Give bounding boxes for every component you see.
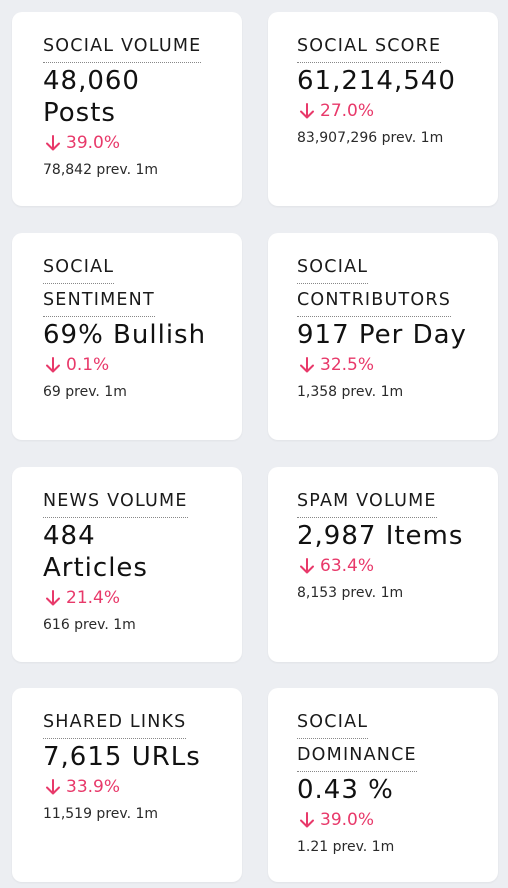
arrow-down-icon bbox=[46, 779, 60, 795]
metric-change-value: 39.0% bbox=[320, 810, 375, 830]
metric-value: 61,214,540 bbox=[297, 65, 488, 97]
metric-previous: 8,153 prev. 1m bbox=[297, 585, 404, 601]
metric-change-value: 63.4% bbox=[320, 556, 375, 576]
arrow-down-icon bbox=[300, 812, 314, 828]
metric-value-line: 7,615 URLs bbox=[43, 742, 201, 772]
metric-change: 21.4% bbox=[43, 585, 232, 611]
metric-change-value: 0.1% bbox=[66, 355, 110, 375]
metric-value-line: Articles bbox=[43, 553, 148, 583]
metric-title[interactable]: SOCIAL CONTRIBUTORS bbox=[297, 253, 488, 317]
metric-change: 33.9% bbox=[43, 774, 232, 800]
metric-value-line: 484 bbox=[43, 521, 96, 551]
metric-title-line: SENTIMENT bbox=[43, 286, 155, 317]
metric-title-line: SOCIAL VOLUME bbox=[43, 32, 202, 63]
metric-card-social-dominance[interactable]: SOCIAL DOMINANCE 0.43 % 39.0% 1.21 prev.… bbox=[268, 688, 498, 882]
metric-value-line: 917 Per Day bbox=[297, 320, 467, 350]
metric-card-spam-volume[interactable]: SPAM VOLUME 2,987 Items 63.4% 8,153 prev… bbox=[268, 467, 498, 662]
arrow-down-icon bbox=[46, 135, 60, 151]
metric-title[interactable]: SOCIAL DOMINANCE bbox=[297, 708, 488, 772]
metric-value: 69% Bullish bbox=[43, 319, 232, 351]
metric-value: 7,615 URLs bbox=[43, 741, 232, 773]
metric-change: 39.0% bbox=[297, 807, 488, 833]
metric-title-line: SOCIAL bbox=[297, 253, 369, 284]
metric-title-line: SPAM VOLUME bbox=[297, 487, 437, 518]
metric-value-line: 2,987 Items bbox=[297, 521, 464, 551]
metric-change: 39.0% bbox=[43, 130, 232, 156]
arrow-down-icon bbox=[300, 103, 314, 119]
metric-card-social-score[interactable]: SOCIAL SCORE 61,214,540 27.0% 83,907,296… bbox=[268, 12, 498, 206]
metric-change-value: 33.9% bbox=[66, 777, 121, 797]
metric-value-line: 0.43 % bbox=[297, 775, 394, 805]
metric-title-line: SOCIAL SCORE bbox=[297, 32, 442, 63]
metric-previous: 83,907,296 prev. 1m bbox=[297, 130, 444, 146]
metric-title-line: SOCIAL bbox=[297, 708, 369, 739]
metric-title[interactable]: NEWS VOLUME bbox=[43, 487, 232, 518]
metric-previous: 1.21 prev. 1m bbox=[297, 839, 395, 855]
metric-title-line: SHARED LINKS bbox=[43, 708, 187, 739]
metric-change-value: 39.0% bbox=[66, 133, 121, 153]
metric-change: 63.4% bbox=[297, 553, 488, 579]
metric-change: 27.0% bbox=[297, 98, 488, 124]
metric-change: 32.5% bbox=[297, 352, 488, 378]
metric-change-value: 32.5% bbox=[320, 355, 375, 375]
metric-title[interactable]: SHARED LINKS bbox=[43, 708, 232, 739]
arrow-down-icon bbox=[300, 558, 314, 574]
metric-title[interactable]: SPAM VOLUME bbox=[297, 487, 488, 518]
metric-title-line: DOMINANCE bbox=[297, 741, 417, 772]
metric-change: 0.1% bbox=[43, 352, 232, 378]
metric-title[interactable]: SOCIAL SENTIMENT bbox=[43, 253, 232, 317]
metric-previous: 11,519 prev. 1m bbox=[43, 806, 159, 822]
arrow-down-icon bbox=[300, 357, 314, 373]
metric-value: 48,060 Posts bbox=[43, 65, 232, 129]
metric-card-social-contributors[interactable]: SOCIAL CONTRIBUTORS 917 Per Day 32.5% 1,… bbox=[268, 233, 498, 440]
metric-value-line: 69% Bullish bbox=[43, 320, 207, 350]
metric-change-value: 27.0% bbox=[320, 101, 375, 121]
metric-value: 2,987 Items bbox=[297, 520, 488, 552]
metric-previous: 69 prev. 1m bbox=[43, 384, 127, 400]
metric-change-value: 21.4% bbox=[66, 588, 121, 608]
metric-title[interactable]: SOCIAL VOLUME bbox=[43, 32, 232, 63]
metric-card-social-volume[interactable]: SOCIAL VOLUME 48,060 Posts 39.0% 78,842 … bbox=[12, 12, 242, 206]
metric-title-line: NEWS VOLUME bbox=[43, 487, 188, 518]
metric-value-line: 61,214,540 bbox=[297, 66, 456, 96]
metric-previous: 78,842 prev. 1m bbox=[43, 162, 159, 178]
metric-previous: 1,358 prev. 1m bbox=[297, 384, 404, 400]
metric-value-line: Posts bbox=[43, 98, 116, 128]
arrow-down-icon bbox=[46, 357, 60, 373]
metric-previous: 616 prev. 1m bbox=[43, 617, 136, 633]
metric-title-line: SOCIAL bbox=[43, 253, 115, 284]
metric-title-line: CONTRIBUTORS bbox=[297, 286, 452, 317]
metric-title[interactable]: SOCIAL SCORE bbox=[297, 32, 488, 63]
metric-card-social-sentiment[interactable]: SOCIAL SENTIMENT 69% Bullish 0.1% 69 pre… bbox=[12, 233, 242, 440]
metric-value: 917 Per Day bbox=[297, 319, 488, 351]
metric-value: 484 Articles bbox=[43, 520, 232, 584]
metric-value-line: 48,060 bbox=[43, 66, 140, 96]
metric-value: 0.43 % bbox=[297, 774, 488, 806]
metric-card-shared-links[interactable]: SHARED LINKS 7,615 URLs 33.9% 11,519 pre… bbox=[12, 688, 242, 882]
metric-card-news-volume[interactable]: NEWS VOLUME 484 Articles 21.4% 616 prev.… bbox=[12, 467, 242, 662]
arrow-down-icon bbox=[46, 590, 60, 606]
